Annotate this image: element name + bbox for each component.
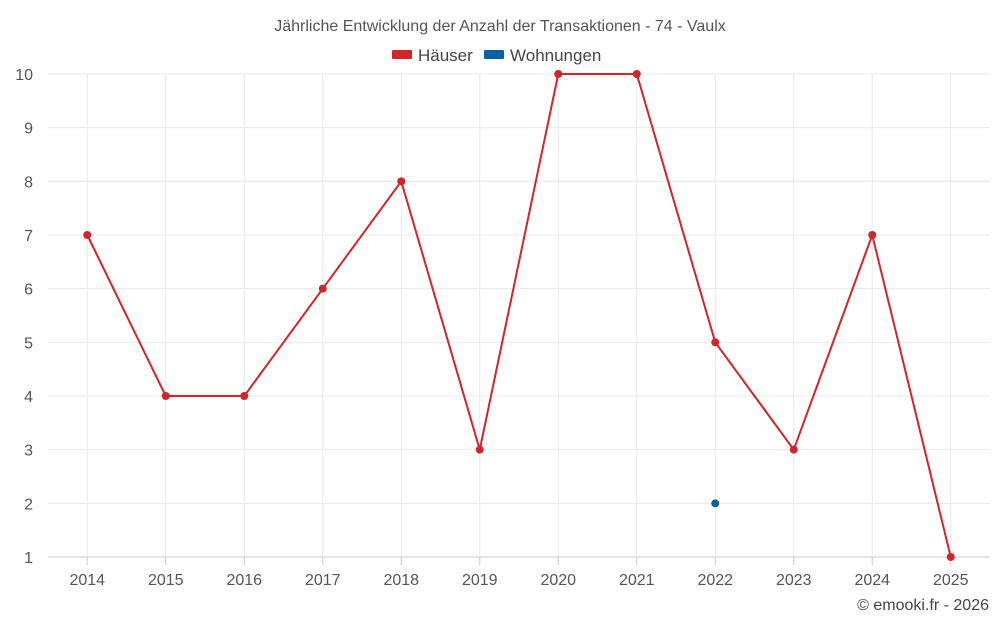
data-point[interactable]	[789, 445, 798, 454]
y-tick-label: 9	[24, 121, 33, 138]
y-tick-label: 6	[24, 282, 33, 299]
x-tick-label: 2017	[305, 572, 341, 589]
y-tick-label: 8	[24, 174, 33, 191]
data-point[interactable]	[711, 338, 720, 347]
legend-swatch-haeuser	[392, 50, 412, 59]
y-tick-label: 2	[24, 496, 33, 513]
data-point[interactable]	[161, 392, 170, 400]
data-point[interactable]	[632, 70, 641, 78]
x-tick-label: 2023	[776, 572, 812, 589]
y-tick-label: 3	[24, 443, 33, 460]
data-point[interactable]	[318, 284, 327, 293]
x-tick-label: 2016	[226, 572, 262, 589]
grid	[48, 73, 990, 558]
x-tick-label: 2025	[933, 572, 969, 589]
data-point[interactable]	[397, 177, 406, 186]
x-tick-label: 2019	[462, 572, 498, 589]
x-tick-label: 2015	[148, 572, 184, 589]
chart-title: Jährliche Entwicklung der Anzahl der Tra…	[274, 18, 726, 35]
series-0	[83, 70, 955, 561]
x-tick-label: 2021	[619, 572, 655, 589]
legend-swatch-wohnungen	[484, 50, 504, 59]
legend: Häuser Wohnungen	[392, 46, 601, 65]
x-tick-label: 2022	[697, 572, 733, 589]
legend-item-wohnungen[interactable]: Wohnungen	[484, 46, 601, 65]
data-point[interactable]	[946, 553, 955, 561]
y-tick-label: 4	[24, 389, 33, 406]
credit-text: © emooki.fr - 2026	[857, 597, 989, 614]
legend-label-wohnungen: Wohnungen	[510, 46, 601, 65]
y-axis: 1 2 3 4 5 6 7 8 9 10	[15, 67, 33, 567]
y-tick-label: 10	[15, 67, 33, 84]
x-tick-label: 2024	[854, 572, 890, 589]
series-group	[83, 70, 955, 561]
legend-item-haeuser[interactable]: Häuser	[392, 46, 473, 65]
data-point[interactable]	[475, 445, 484, 454]
data-point[interactable]	[83, 231, 92, 239]
y-tick-label: 1	[24, 550, 33, 567]
x-tick-label: 2020	[540, 572, 576, 589]
y-tick-label: 5	[24, 335, 33, 352]
data-point[interactable]	[240, 392, 249, 400]
series-line	[86, 73, 952, 558]
x-tick-label: 2018	[383, 572, 419, 589]
series-1	[711, 499, 720, 508]
y-tick-label: 7	[24, 228, 33, 245]
x-tick-label: 2014	[69, 572, 105, 589]
data-point[interactable]	[711, 499, 720, 508]
legend-label-haeuser: Häuser	[418, 46, 473, 65]
data-point[interactable]	[554, 70, 563, 78]
data-point[interactable]	[868, 231, 877, 239]
x-axis: 2014 2015 2016 2017 2018 2019 2020 2021 2022 2023…	[48, 556, 990, 589]
